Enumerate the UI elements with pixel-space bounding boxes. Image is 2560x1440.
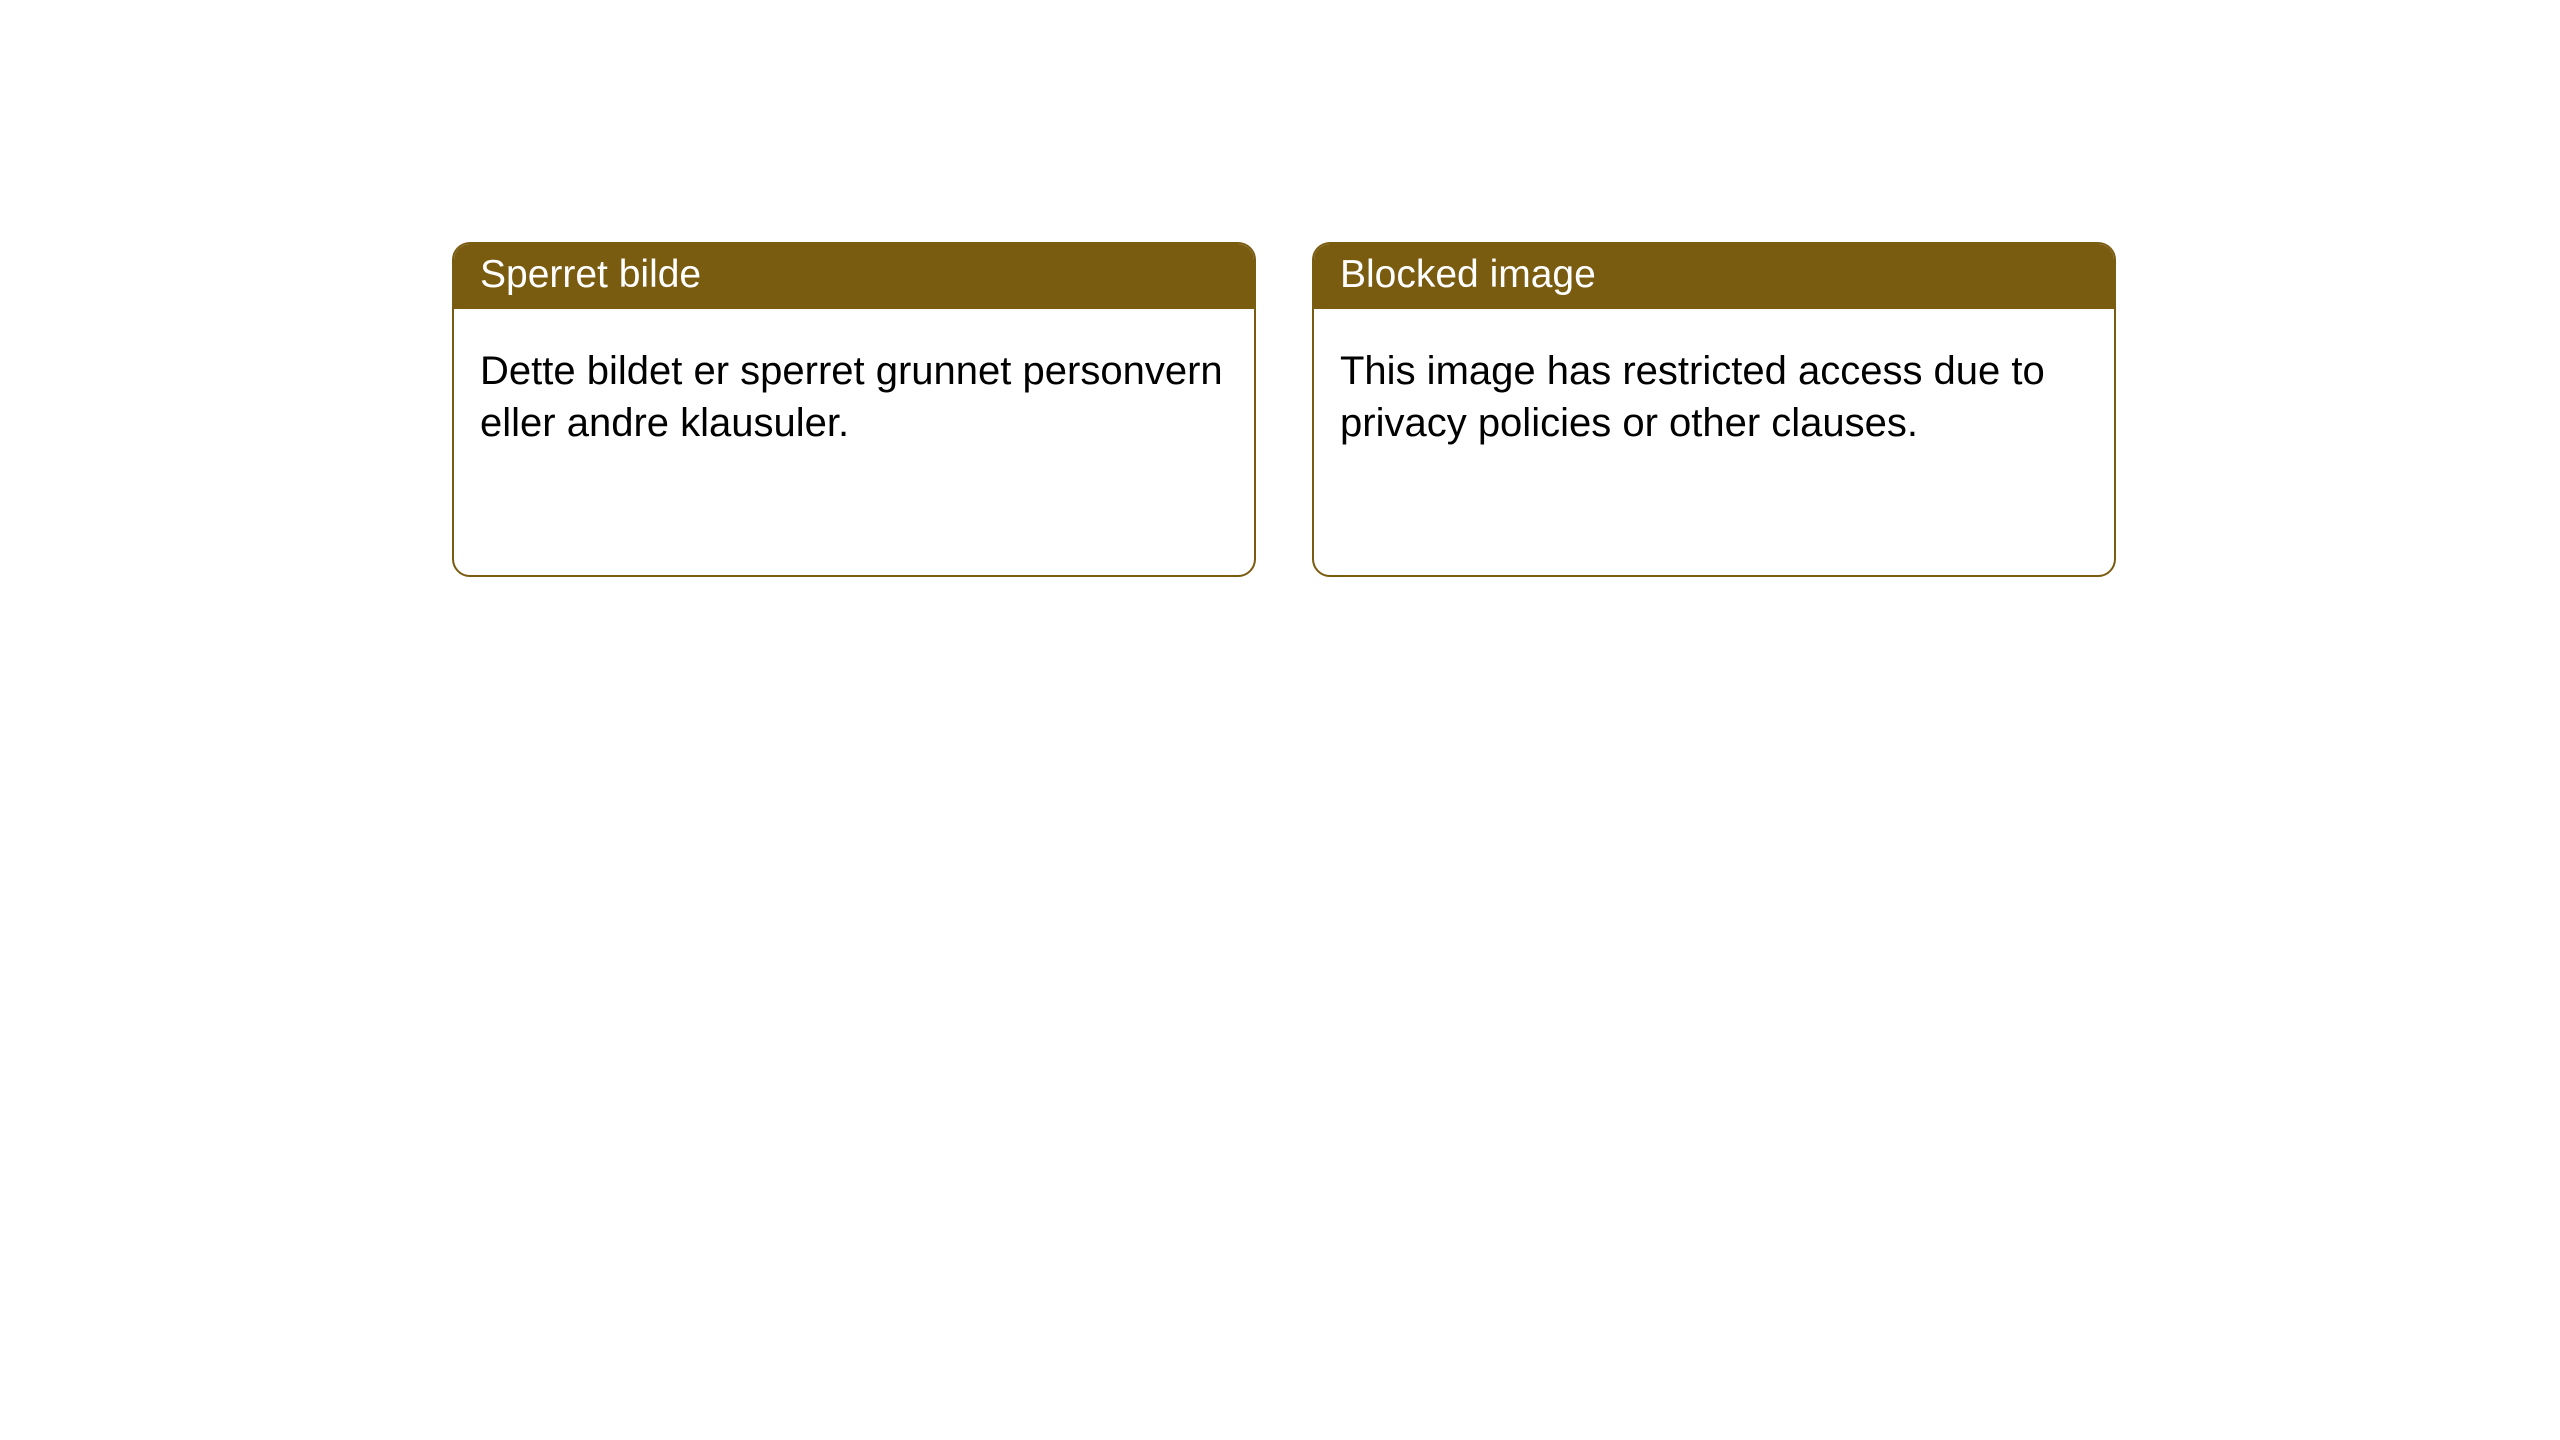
card-body: This image has restricted access due to … — [1314, 309, 2114, 485]
card-title: Sperret bilde — [480, 253, 701, 296]
card-body: Dette bildet er sperret grunnet personve… — [454, 309, 1254, 485]
card-title: Blocked image — [1340, 253, 1596, 296]
card-message: Dette bildet er sperret grunnet personve… — [480, 349, 1223, 445]
card-header: Sperret bilde — [454, 244, 1254, 309]
card-header: Blocked image — [1314, 244, 2114, 309]
blocked-image-card-norwegian: Sperret bilde Dette bildet er sperret gr… — [452, 242, 1256, 577]
card-message: This image has restricted access due to … — [1340, 349, 2045, 445]
blocked-image-card-english: Blocked image This image has restricted … — [1312, 242, 2116, 577]
card-container: Sperret bilde Dette bildet er sperret gr… — [0, 0, 2560, 577]
